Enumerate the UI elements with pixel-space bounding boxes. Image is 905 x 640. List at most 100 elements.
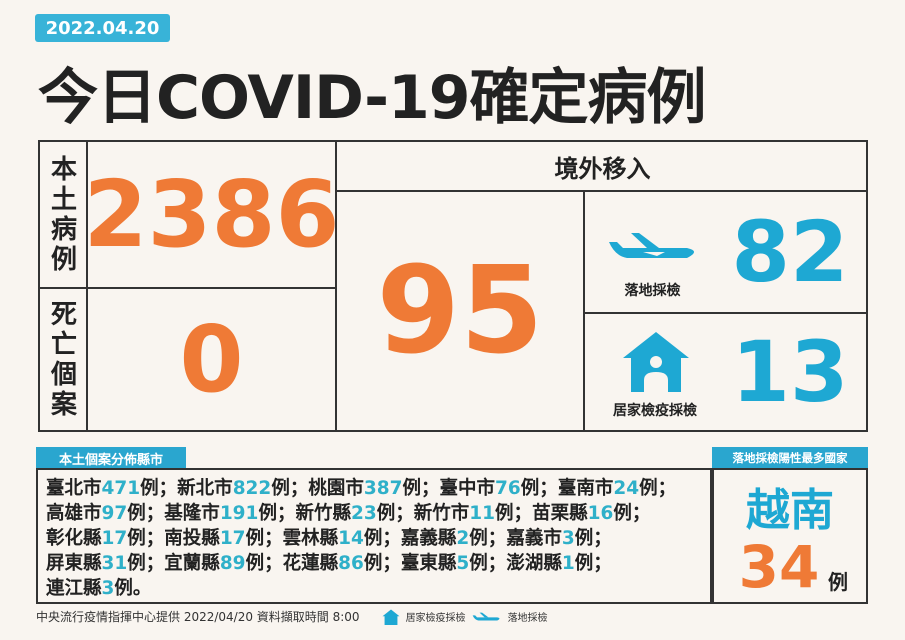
city-name: 臺中市 (439, 478, 496, 499)
case-count: 3 (561, 528, 575, 549)
case-count: 822 (232, 478, 272, 499)
separator: ； (145, 553, 165, 574)
list-item: 臺南市24例 (558, 478, 658, 499)
list-item: 基隆市191例 (164, 503, 277, 524)
unit: 例 (574, 528, 594, 549)
imported-value: 95 (376, 241, 544, 381)
list-item: 宜蘭縣89例 (164, 553, 264, 574)
legend-home-label: 居家檢疫採檢 (405, 613, 466, 624)
separator: ； (513, 503, 533, 524)
unit: 例 (127, 528, 146, 549)
list-item: 澎湖縣1例 (506, 553, 593, 574)
case-count: 16 (587, 503, 614, 524)
divider (583, 190, 585, 430)
divider (335, 142, 337, 430)
top-country-value: 34 (738, 533, 820, 601)
home-label: 居家檢疫採檢 (613, 403, 697, 419)
unit: 例 (376, 503, 396, 524)
list-item: 新竹縣23例 (295, 503, 395, 524)
unit: 例 (613, 503, 632, 524)
separator: ； (593, 553, 612, 574)
separator: ； (145, 528, 165, 549)
source-text: 中央流行疫情指揮中心提供 2022/04/20 資料擷取時間 8:00 (36, 610, 360, 624)
case-count: 97 (101, 503, 128, 524)
separator: ； (158, 478, 178, 499)
case-count: 3 (101, 578, 115, 599)
case-count: 387 (363, 478, 403, 499)
home-cell: 居家檢疫採檢 13 (585, 314, 868, 430)
divider (584, 312, 868, 314)
airport-cell: 落地採檢 82 (585, 192, 868, 312)
separator: ； (382, 553, 401, 574)
case-count: 191 (219, 503, 259, 524)
list-item: 嘉義縣2例 (401, 528, 488, 549)
separator: ； (264, 553, 283, 574)
divider (86, 142, 88, 430)
unit: 例 (402, 478, 421, 499)
city-name: 彰化縣 (46, 528, 102, 549)
airport-value: 82 (731, 203, 849, 301)
list-item: 新北市822例 (177, 478, 290, 499)
list-item: 嘉義市3例 (506, 528, 593, 549)
separator: ； (487, 553, 507, 574)
divider (40, 287, 336, 289)
case-count: 17 (219, 528, 246, 549)
list-item: 連江縣3例 (46, 578, 133, 599)
city-name: 臺南市 (557, 478, 614, 499)
date-badge: 2022.04.20 (35, 14, 170, 42)
separator: ； (657, 478, 677, 499)
case-count: 86 (338, 553, 364, 574)
separator: ； (593, 528, 612, 549)
list-item: 新竹市11例 (414, 503, 514, 524)
separator: ； (145, 503, 165, 524)
list-item: 高雄市97例 (46, 503, 146, 524)
case-count: 76 (495, 478, 521, 499)
separator: ； (539, 478, 558, 499)
unit: 例 (363, 528, 383, 549)
divider (336, 190, 868, 192)
house-icon (382, 609, 400, 625)
unit: 例 (271, 478, 290, 499)
case-count: 471 (101, 478, 141, 499)
city-name: 新竹市 (413, 503, 470, 524)
city-name: 連江縣 (46, 578, 102, 599)
separator: ； (264, 528, 283, 549)
city-name: 臺東縣 (400, 553, 457, 574)
separator: ； (487, 528, 507, 549)
case-count: 23 (350, 503, 377, 524)
domestic-label: 本土病例 (50, 154, 77, 275)
case-count: 1 (561, 553, 575, 574)
city-name: 新竹縣 (295, 503, 351, 524)
unit: 例 (639, 478, 658, 499)
separator: ； (289, 478, 309, 499)
city-name: 高雄市 (46, 503, 102, 524)
distribution-list: 臺北市471例；新北市822例；桃園市387例；臺中市76例；臺南市24例； 高雄… (36, 468, 712, 604)
case-count: 24 (613, 478, 640, 499)
unit: 例 (363, 553, 383, 574)
unit: 例 (140, 478, 159, 499)
deaths-label: 死亡個案 (50, 299, 77, 420)
city-name: 臺北市 (46, 478, 102, 499)
city-name: 嘉義縣 (400, 528, 457, 549)
stats-grid: 本土病例 2386 死亡個案 0 境外移入 95 落地採檢 82 居家檢疫採檢 … (38, 140, 868, 432)
list-item: 臺北市471例 (46, 478, 159, 499)
case-count: 14 (338, 528, 364, 549)
top-country-tab: 落地採檢陽性最多國家 (712, 447, 868, 469)
airport-label: 落地採檢 (624, 283, 681, 299)
city-name: 花蓮縣 (282, 553, 339, 574)
case-count: 17 (101, 528, 128, 549)
unit: 例 (127, 553, 146, 574)
unit: 例 (127, 503, 146, 524)
list-item: 彰化縣17例 (46, 528, 146, 549)
unit: 例 (469, 528, 488, 549)
city-name: 屏東縣 (46, 553, 102, 574)
case-count: 5 (456, 553, 470, 574)
home-value: 13 (731, 323, 849, 421)
city-name: 基隆市 (164, 503, 220, 524)
list-item: 花蓮縣86例 (283, 553, 383, 574)
list-item: 臺中市76例 (440, 478, 540, 499)
airplane-icon (472, 612, 500, 620)
airplane-icon (609, 233, 694, 258)
top-country-name: 越南 (746, 485, 834, 536)
deaths-value: 0 (179, 306, 244, 413)
